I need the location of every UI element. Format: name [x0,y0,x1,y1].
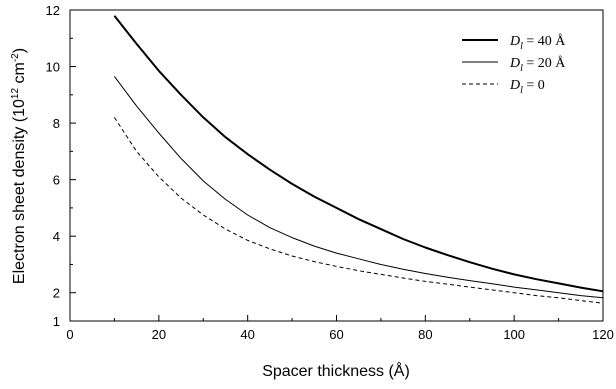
y-tick-label: 12 [46,3,60,18]
legend-sub: l [520,85,523,96]
y-tick-label: 10 [46,60,60,75]
series-line-3 [113,117,604,304]
legend-rest: = 20 Å [523,55,566,71]
series-line-1 [113,15,604,293]
y-axis-title-exp1: 12 [10,88,21,100]
y-axis-title-prefix: Electron sheet density (10 [11,99,28,284]
legend-var: D [509,34,520,49]
legend-var: D [509,56,520,71]
y-tick-label: 6 [53,173,60,188]
series-line-2 [113,76,604,299]
x-tick-label: 80 [418,327,432,342]
x-tick-label: 60 [329,327,343,342]
legend-rest: = 40 Å [523,33,566,49]
y-axis-title-suffix: ) [11,48,28,53]
legend-label-3: Dl = 0 [509,78,545,96]
legend-label-2: Dl = 20 Å [509,55,566,74]
legend: Dl = 40 ÅDl = 20 ÅDl = 0 [462,33,566,96]
x-axis-title: Spacer thickness (Å) [262,361,410,380]
y-axis-title: Electron sheet density (1012 cm-2) [10,48,28,284]
legend-sub: l [520,63,523,74]
series-lines [113,15,604,304]
legend-label-1: Dl = 40 Å [509,33,566,52]
y-tick-label: 2 [53,286,60,301]
x-tick-label: 40 [240,327,254,342]
y-axis-title-exp2: -2 [10,53,21,62]
y-tick-label: 8 [53,116,60,131]
x-tick-label: 20 [152,327,166,342]
legend-sub: l [520,41,523,52]
legend-rest: = 0 [523,78,545,93]
y-tick-label: 1 [53,314,60,329]
x-tick-label: 0 [66,327,73,342]
y-tick-label: 4 [53,229,60,244]
legend-var: D [509,78,520,93]
x-tick-label: 120 [592,327,614,342]
y-axis-title-mid: cm [11,62,28,88]
x-tick-label: 100 [503,327,525,342]
